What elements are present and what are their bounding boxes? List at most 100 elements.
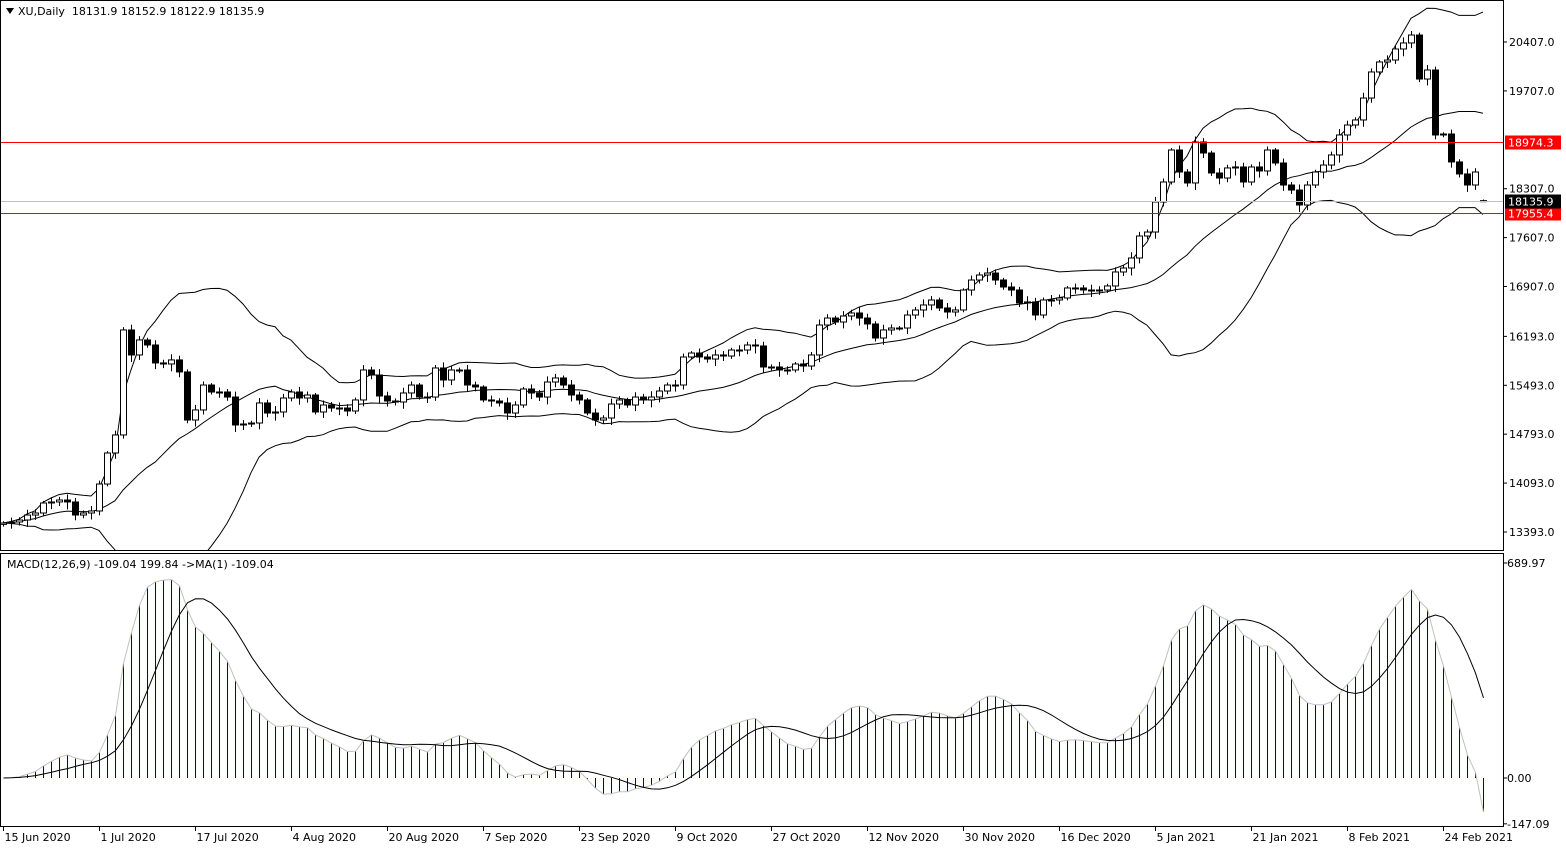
candle-body: [696, 352, 703, 358]
candle-body: [312, 394, 319, 413]
candle-body: [368, 369, 375, 376]
candle: [368, 366, 375, 380]
candle: [80, 510, 87, 519]
candle-body: [760, 345, 767, 368]
macd-header: MACD(12,26,9) -109.04 199.84 ->MA(1) -10…: [7, 558, 274, 571]
candle-body: [568, 384, 575, 396]
candle-body: [1008, 286, 1015, 291]
candle: [496, 398, 503, 407]
date-axis-label: 30 Nov 2020: [965, 831, 1035, 844]
candle: [584, 398, 591, 416]
candle: [1464, 168, 1471, 192]
candle-body: [1256, 166, 1263, 172]
bollinger-upper-band: [2, 7, 1484, 524]
candle-body: [1016, 289, 1023, 304]
candle: [200, 381, 207, 415]
candle: [1360, 92, 1367, 127]
candle-body: [88, 510, 95, 514]
macd-pane-frame: [0, 553, 1504, 827]
candle-body: [56, 499, 63, 503]
candle-body: [1, 522, 7, 525]
candle-body: [1296, 189, 1303, 206]
candle-body: [1432, 69, 1439, 136]
current-price-label: 18135.9: [1508, 196, 1554, 209]
candle: [1456, 159, 1463, 178]
candle-body: [1176, 149, 1183, 173]
candle-body: [680, 356, 687, 386]
candle: [1048, 294, 1055, 307]
candle: [1064, 286, 1071, 301]
candle-body: [184, 371, 191, 421]
candle-body: [1120, 267, 1127, 273]
date-axis-label: 4 Aug 2020: [293, 831, 356, 844]
candle: [232, 391, 239, 433]
dropdown-triangle-icon[interactable]: [6, 8, 14, 14]
candle-body: [768, 366, 775, 369]
candle: [1272, 148, 1279, 166]
candle-body: [1144, 231, 1151, 237]
candle: [240, 420, 247, 430]
candle: [472, 381, 479, 392]
candle-body: [1368, 71, 1375, 99]
candle-body: [584, 399, 591, 414]
price-axis-label: 13393.0: [1509, 526, 1555, 539]
candle: [264, 399, 271, 418]
candle-body: [96, 483, 103, 512]
candle: [576, 391, 583, 405]
candle-body: [1168, 149, 1175, 183]
candle: [72, 497, 79, 521]
candle-body: [344, 407, 351, 412]
candle: [184, 369, 191, 424]
candle: [1080, 285, 1087, 294]
candle-body: [1104, 285, 1111, 291]
candle-body: [1448, 133, 1455, 163]
date-axis-label: 12 Nov 2020: [869, 831, 939, 844]
candle-body: [456, 369, 463, 372]
candle: [272, 406, 279, 421]
candle-body: [520, 388, 527, 406]
main-pane-frame: [0, 0, 1504, 551]
candle: [32, 509, 39, 520]
candle-body: [272, 411, 279, 414]
candle: [888, 324, 895, 335]
candle: [224, 389, 231, 401]
candle: [848, 309, 855, 321]
candle-body: [728, 349, 735, 357]
candle: [808, 352, 815, 370]
price-axis-label: 14793.0: [1509, 428, 1555, 441]
candle-body: [976, 274, 983, 281]
candle: [416, 382, 423, 400]
candle: [1024, 296, 1031, 311]
candle-body: [1392, 48, 1399, 61]
candle-body: [928, 299, 935, 306]
candle-body: [1000, 279, 1007, 288]
candle: [1264, 146, 1271, 176]
chart-header: XU,Daily 18131.9 18152.9 18122.9 18135.9: [6, 5, 264, 18]
candle: [312, 393, 319, 415]
candle-body: [776, 366, 783, 371]
candle: [448, 366, 455, 386]
candle-body: [592, 412, 599, 421]
candle: [856, 307, 863, 326]
candle: [928, 296, 935, 311]
candle-body: [936, 299, 943, 309]
candle: [456, 367, 463, 374]
candle: [8, 517, 15, 529]
candle-body: [264, 402, 271, 414]
candle: [960, 288, 967, 313]
candle-body: [984, 272, 991, 276]
candle-body: [376, 374, 383, 397]
candle-body: [1200, 141, 1207, 154]
candle-body: [216, 391, 223, 394]
date-axis-label: 7 Sep 2020: [485, 831, 548, 844]
candle: [408, 381, 415, 398]
candle-body: [200, 384, 207, 411]
candle: [1040, 297, 1047, 319]
candle: [384, 391, 391, 407]
candle: [600, 415, 607, 424]
macd-axis-label: 0.00: [1507, 772, 1532, 785]
candle-body: [64, 499, 71, 503]
date-axis-label: 8 Feb 2021: [1349, 831, 1410, 844]
candle-body: [1344, 124, 1351, 136]
current-price-label-bg: [1505, 194, 1561, 209]
